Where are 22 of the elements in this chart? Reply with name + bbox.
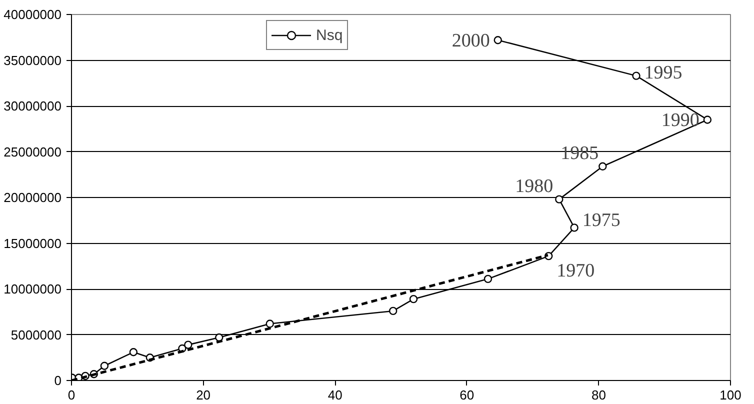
x-tick-label: 60 [460, 388, 474, 402]
y-tick-label: 10000000 [4, 282, 62, 296]
x-tick-label: 100 [720, 388, 742, 402]
x-tick-label: 40 [328, 388, 342, 402]
annotation: 1975 [582, 210, 620, 232]
y-tick-label: 15000000 [4, 236, 62, 251]
y-tick-label: 30000000 [4, 98, 62, 114]
y-tick-label: 0 [54, 373, 62, 388]
annotation: 2000 [452, 30, 490, 52]
x-tick-label: 0 [68, 388, 76, 402]
y-tick-label: 20000000 [4, 190, 62, 205]
x-tick-label: 20 [196, 388, 211, 402]
y-tick-label: 5000000 [10, 327, 62, 342]
legend-label: Nsq [316, 26, 343, 44]
y-tick-label: 40000000 [4, 7, 62, 22]
annotation: 1970 [556, 260, 595, 282]
x-tick-label: 80 [591, 388, 606, 402]
annotation: 1995 [644, 62, 682, 84]
annotation: 1980 [515, 176, 554, 197]
y-tick-label: 25000000 [4, 144, 62, 160]
annotation: 1990 [661, 110, 700, 132]
y-tick-label: 35000000 [4, 52, 62, 68]
